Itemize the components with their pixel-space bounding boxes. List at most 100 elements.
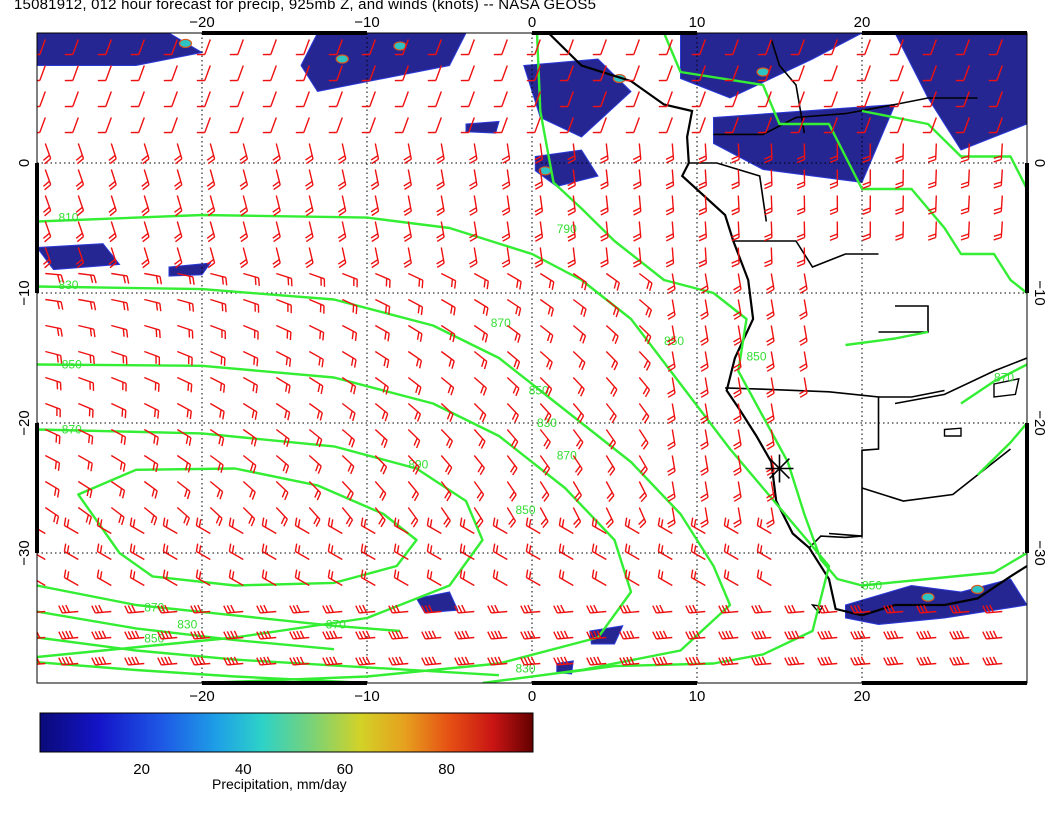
wind-barb <box>370 169 380 191</box>
wind-barb <box>988 117 1003 134</box>
map-frame-bars <box>35 31 1029 685</box>
wind-barb <box>698 143 707 164</box>
wind-barb <box>632 169 642 190</box>
wind-barb <box>110 480 126 499</box>
axis-tick-labels: −20 −20 −10 −10 0 0 10 10 20 20 0 0 −10 −10 −20 −20 −30 −… <box>16 14 1048 705</box>
wind-barb <box>242 376 258 394</box>
wind-barb <box>407 507 419 528</box>
wind-barb <box>341 324 358 341</box>
wind-barb <box>196 39 211 56</box>
lat-tick-label-right: −30 <box>1031 540 1048 565</box>
wind-barb <box>960 169 970 189</box>
wind-barb <box>45 298 64 310</box>
wind-barb <box>239 195 249 217</box>
wind-barb <box>501 221 511 242</box>
wind-barb <box>665 247 675 268</box>
wind-barb <box>262 91 277 108</box>
wind-barb <box>436 221 445 242</box>
wind-barb <box>829 143 839 164</box>
wind-barb <box>624 517 640 535</box>
wind-barb <box>534 221 544 242</box>
wind-barb <box>355 656 376 666</box>
wind-barb <box>960 195 970 215</box>
wind-barb <box>78 402 94 418</box>
wind-barb <box>427 65 442 82</box>
wind-barb <box>239 247 249 269</box>
wind-barb <box>766 377 775 398</box>
wind-barb <box>289 604 310 614</box>
wind-barb <box>174 143 183 165</box>
wind-barbs <box>37 39 1003 666</box>
wind-barb <box>469 247 478 268</box>
wind-barb <box>157 630 178 640</box>
wind-barb <box>209 402 225 420</box>
wind-barb <box>289 656 310 666</box>
wind-barb <box>394 65 409 82</box>
wind-barb <box>526 39 541 56</box>
coastlines-borders <box>547 33 1027 617</box>
wind-barb <box>440 429 454 449</box>
wind-barb <box>243 324 259 340</box>
wind-barb <box>190 630 211 640</box>
wind-barb <box>337 221 347 243</box>
wind-barb <box>305 143 314 165</box>
wind-barb <box>685 656 706 666</box>
wind-barb <box>110 428 127 445</box>
wind-barb <box>42 169 52 191</box>
wind-barb <box>658 39 673 56</box>
wind-barb <box>78 272 97 284</box>
wind-barb <box>45 376 62 391</box>
colorbar-label: Precipitation, mm/day <box>212 776 347 792</box>
wind-barb <box>949 604 970 614</box>
wind-barb <box>337 169 347 191</box>
contour-label: 830 <box>58 278 78 292</box>
wind-barb <box>195 543 211 561</box>
wind-barb <box>700 507 709 528</box>
wind-barb <box>856 65 871 82</box>
wind-barb <box>731 221 740 242</box>
contour-label: 870 <box>62 422 82 436</box>
wind-barb <box>37 630 46 639</box>
wind-barb <box>559 39 574 56</box>
wind-barb <box>823 65 838 82</box>
wind-barb <box>294 569 310 587</box>
wind-barb <box>733 429 742 450</box>
wind-barb <box>534 143 544 164</box>
wind-barb <box>526 65 541 82</box>
wind-barb <box>388 604 409 614</box>
wind-barb <box>407 324 423 342</box>
wind-barb <box>342 272 358 288</box>
wind-barb <box>223 656 244 666</box>
wind-barb <box>724 65 739 82</box>
wind-barb <box>407 428 421 449</box>
wind-barb <box>440 298 456 316</box>
wind-barb <box>111 350 128 365</box>
wind-barb <box>45 272 65 283</box>
wind-barb <box>308 481 322 501</box>
wind-barb <box>506 272 522 290</box>
wind-barb <box>487 630 508 640</box>
wind-barb <box>799 351 808 372</box>
wind-barb <box>375 272 391 288</box>
wind-barb <box>341 454 355 475</box>
wind-barb <box>374 402 389 422</box>
wind-barb <box>308 376 324 395</box>
wind-barb <box>922 39 937 56</box>
wind-barb <box>638 377 651 398</box>
wind-barb <box>209 376 226 393</box>
wind-barb <box>619 630 640 640</box>
wind-barb <box>718 604 739 614</box>
wind-barb <box>75 195 85 217</box>
wind-barb <box>403 247 412 268</box>
wind-barb <box>45 428 61 445</box>
wind-barb <box>407 481 420 502</box>
wind-barb <box>572 377 585 397</box>
wind-barb <box>206 169 216 191</box>
wind-barb <box>700 351 709 372</box>
wind-barb <box>567 169 576 190</box>
wind-barb <box>862 221 871 241</box>
wind-barb <box>289 630 310 640</box>
wind-barb <box>45 324 63 337</box>
lon-tick-label-top: 10 <box>689 14 706 31</box>
wind-barb <box>124 630 145 640</box>
